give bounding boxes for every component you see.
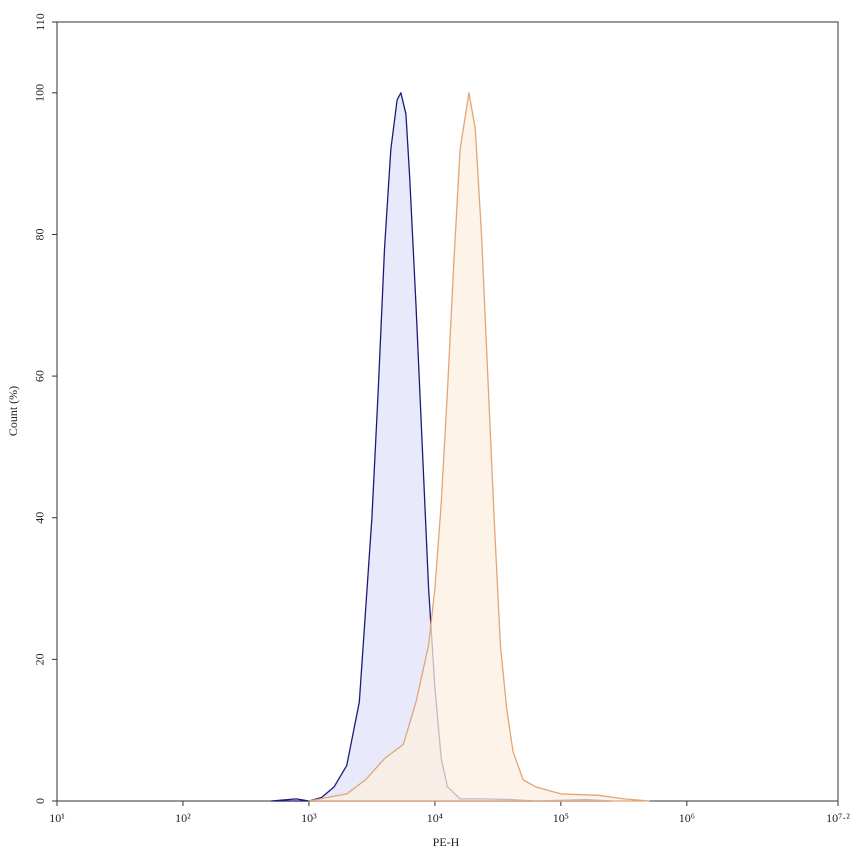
- y-tick-label: 80: [33, 228, 47, 240]
- histogram-curve: [308, 92, 650, 802]
- y-tick-label: 20: [33, 653, 47, 665]
- y-tick-label: 40: [33, 512, 47, 524]
- y-tick-label: 110: [33, 13, 47, 31]
- x-tick-label: 10⁵: [553, 811, 569, 825]
- x-tick-label: 10⁶: [679, 811, 695, 825]
- y-tick-label: 100: [33, 84, 47, 102]
- x-tick-label: 10⁴: [427, 811, 443, 825]
- x-tick-label: 10³: [301, 811, 317, 825]
- x-tick-label: 10¹: [49, 811, 65, 825]
- x-tick-label: 10²: [175, 811, 191, 825]
- x-axis-label: PE-H: [433, 835, 460, 849]
- y-axis-label: Count (%): [6, 386, 20, 436]
- x-tick-label: 10⁷·²: [826, 811, 850, 825]
- y-tick-label: 60: [33, 370, 47, 382]
- y-tick-label: 0: [33, 798, 47, 804]
